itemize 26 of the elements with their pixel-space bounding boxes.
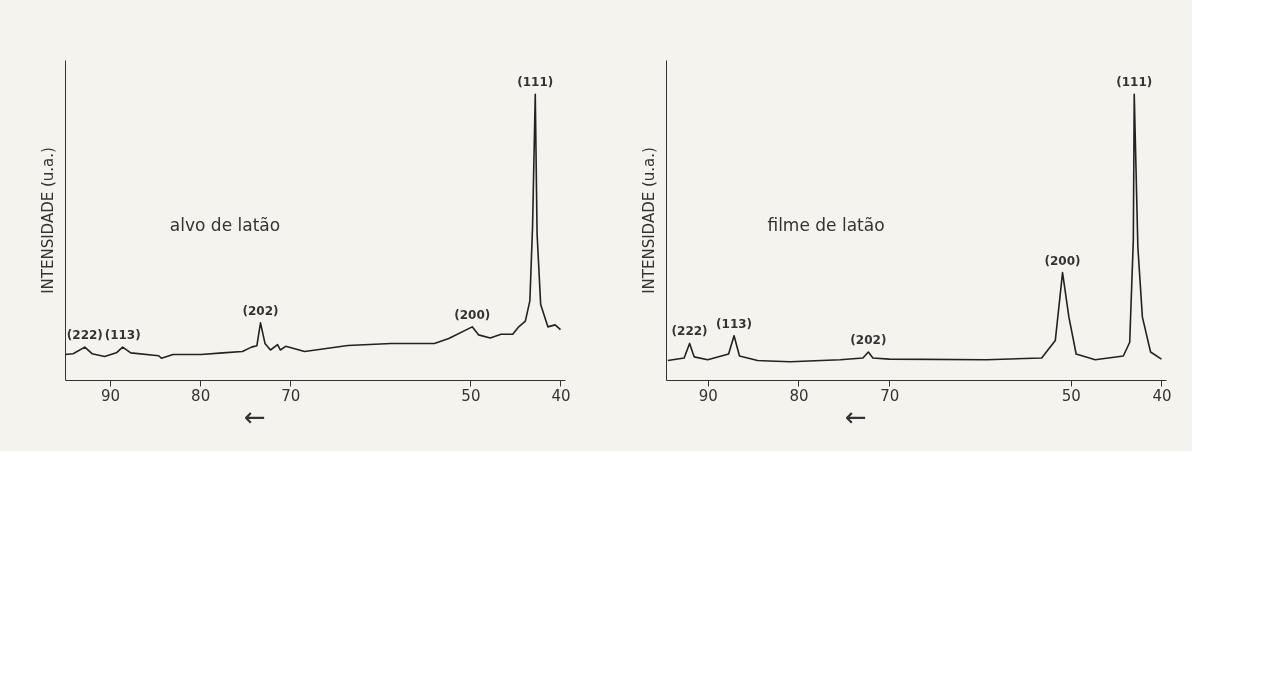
annotation: (222) xyxy=(66,328,103,343)
annotation: (111) xyxy=(1116,75,1153,90)
x-tick-label: 70 xyxy=(281,386,301,405)
x-tick-label: 50 xyxy=(461,386,481,405)
annotation: filme de latão xyxy=(767,215,885,236)
annotation: (200) xyxy=(1044,253,1081,268)
annotation: (111) xyxy=(517,75,554,90)
annotation: alvo de latão xyxy=(169,215,281,236)
y-axis-title: INTENSIDADE (u.a.) xyxy=(639,147,658,294)
x-tick-label: 80 xyxy=(789,386,809,405)
annotation: (200) xyxy=(454,307,491,322)
annotation: (113) xyxy=(104,328,141,343)
x-tick-label: 50 xyxy=(1061,386,1081,405)
y-axis-title: INTENSIDADE (u.a.) xyxy=(38,147,57,294)
x-tick-label: 90 xyxy=(101,386,121,405)
x-tick-label: 40 xyxy=(1152,386,1172,405)
text: ← xyxy=(244,402,266,432)
x-tick-label: 80 xyxy=(191,386,211,405)
x-tick-label: 40 xyxy=(551,386,571,405)
annotation: (202) xyxy=(850,333,887,347)
annotation: (113) xyxy=(716,316,753,331)
text: ← xyxy=(845,402,867,432)
x-tick-label: 90 xyxy=(698,386,718,405)
annotation: (222) xyxy=(671,324,708,339)
x-tick-label: 70 xyxy=(880,386,900,405)
annotation: (202) xyxy=(242,303,279,318)
